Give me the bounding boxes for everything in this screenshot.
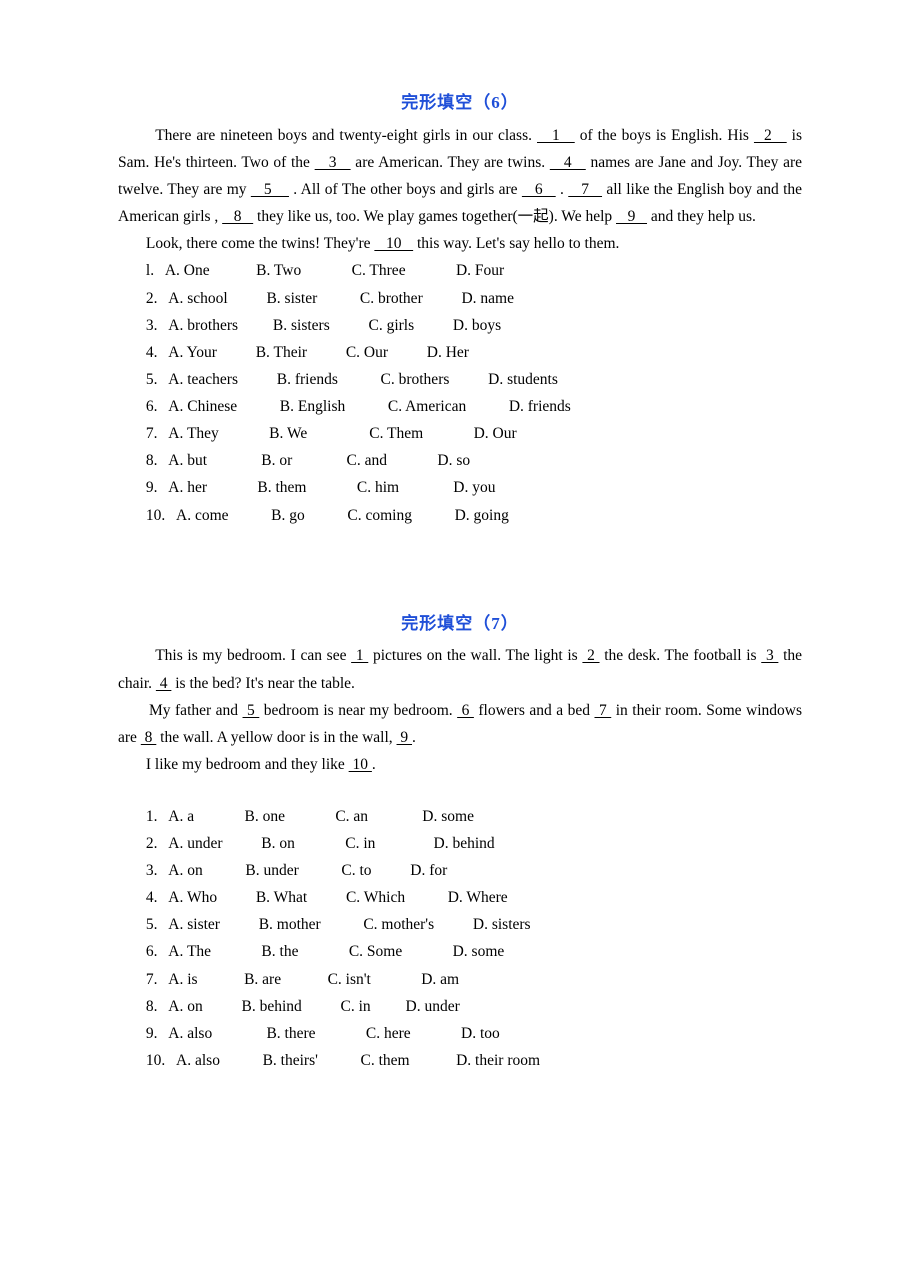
blank-5: 5 xyxy=(251,181,289,198)
blank-1: 1 xyxy=(351,647,368,664)
blank-6: 6 xyxy=(522,181,556,198)
blank-9: 9 xyxy=(397,729,413,746)
text: There are nineteen boys and twenty-eight… xyxy=(155,127,537,144)
text: I like my bedroom and they like xyxy=(146,756,349,773)
cn-text: 一起 xyxy=(518,208,549,225)
blank-10: 10 xyxy=(349,756,372,773)
blank-8: 8 xyxy=(141,729,157,746)
option-row: 3. A. brothers B. sisters C. girls D. bo… xyxy=(118,312,802,339)
blank-3: 3 xyxy=(315,154,351,171)
option-row: l. A. One B. Two C. Three D. Four xyxy=(118,257,802,284)
blank-2: 2 xyxy=(754,127,787,144)
blank-7: 7 xyxy=(568,181,602,198)
text: the desk. The football is xyxy=(600,647,762,664)
option-row: 5. A. teachers B. friends C. brothers D.… xyxy=(118,366,802,393)
blank-10: 10 xyxy=(374,235,413,252)
option-row: 1. A. a B. one C. an D. some xyxy=(118,803,802,830)
text: . All of The other boys and girls are xyxy=(289,181,522,198)
option-row: 8. A. but B. or C. and D. so xyxy=(118,447,802,474)
section-7-title: 完形填空（7） xyxy=(118,609,802,639)
blank-8: 8 xyxy=(222,208,253,225)
option-row: 2. A. under B. on C. in D. behind xyxy=(118,830,802,857)
blank-7: 7 xyxy=(594,702,611,719)
text: they like us, too. We play games togethe… xyxy=(253,208,517,225)
option-row: 7. A. is B. are C. isn't D. am xyxy=(118,966,802,993)
option-row: 9. A. also B. there C. here D. too xyxy=(118,1020,802,1047)
section-6-passage-1: There are nineteen boys and twenty-eight… xyxy=(118,122,802,231)
text: of the boys is English. His xyxy=(575,127,754,144)
text: the wall. A yellow door is in the wall, xyxy=(156,729,396,746)
text: . xyxy=(372,756,376,773)
text: flowers and a bed xyxy=(474,702,595,719)
option-row: 9. A. her B. them C. him D. you xyxy=(118,474,802,501)
text: ). We help xyxy=(549,208,616,225)
section-7-passage-3: I like my bedroom and they like 10 . xyxy=(118,751,802,778)
section-6-passage-2: Look, there come the twins! They're 10 t… xyxy=(118,230,802,257)
option-row: 4. A. Who B. What C. Which D. Where xyxy=(118,884,802,911)
option-row: 4. A. Your B. Their C. Our D. Her xyxy=(118,339,802,366)
option-row: 2. A. school B. sister C. brother D. nam… xyxy=(118,285,802,312)
text: are American. They are twins. xyxy=(351,154,550,171)
blank-5: 5 xyxy=(243,702,260,719)
text: Look, there come the twins! They're xyxy=(146,235,374,252)
option-row: 6. A. The B. the C. Some D. some xyxy=(118,938,802,965)
option-row: 6. A. Chinese B. English C. American D. … xyxy=(118,393,802,420)
option-row: 3. A. on B. under C. to D. for xyxy=(118,857,802,884)
option-row: 10. A. also B. theirs' C. them D. their … xyxy=(118,1047,802,1074)
blank-3: 3 xyxy=(761,647,778,664)
text: This is my bedroom. I can see xyxy=(155,647,351,664)
blank-4: 4 xyxy=(156,675,172,692)
blank-1: 1 xyxy=(537,127,575,144)
option-row: 5. A. sister B. mother C. mother's D. si… xyxy=(118,911,802,938)
page: 完形填空（6） There are nineteen boys and twen… xyxy=(0,0,920,1281)
text: this way. Let's say hello to them. xyxy=(413,235,619,252)
section-7-passage-1: This is my bedroom. I can see 1 pictures… xyxy=(118,642,802,696)
text: . xyxy=(412,729,416,746)
section-6-title: 完形填空（6） xyxy=(118,88,802,118)
text: pictures on the wall. The light is xyxy=(368,647,582,664)
section-7-passage-2: My father and 5 bedroom is near my bedro… xyxy=(118,697,802,751)
blank-6: 6 xyxy=(457,702,474,719)
option-row: 10. A. come B. go C. coming D. going xyxy=(118,502,802,529)
blank-9: 9 xyxy=(616,208,647,225)
blank-2: 2 xyxy=(582,647,599,664)
text: . xyxy=(556,181,569,198)
option-row: 8. A. on B. behind C. in D. under xyxy=(118,993,802,1020)
text: is the bed? It's near the table. xyxy=(171,675,355,692)
text: bedroom is near my bedroom. xyxy=(259,702,457,719)
blank-4: 4 xyxy=(550,154,586,171)
text: My father and xyxy=(149,702,243,719)
text: and they help us. xyxy=(647,208,756,225)
option-row: 7. A. They B. We C. Them D. Our xyxy=(118,420,802,447)
